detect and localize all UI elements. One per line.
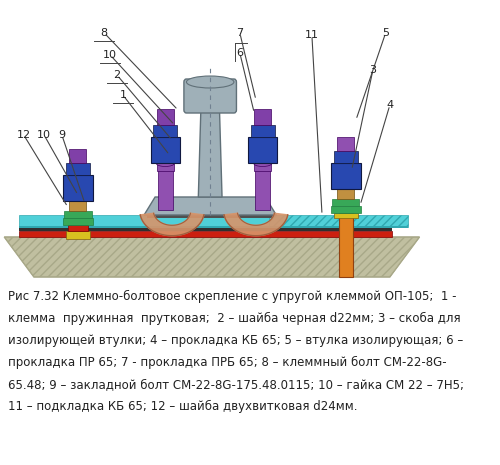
Bar <box>254 163 271 171</box>
Bar <box>268 215 408 227</box>
Polygon shape <box>144 197 276 215</box>
Bar <box>62 175 93 201</box>
Bar <box>255 170 270 210</box>
Bar <box>248 137 277 163</box>
Bar <box>0 0 424 237</box>
Text: 1: 1 <box>120 90 126 100</box>
Ellipse shape <box>156 159 174 166</box>
Text: 4: 4 <box>386 100 394 110</box>
Polygon shape <box>224 213 288 236</box>
Text: 7: 7 <box>236 28 244 38</box>
Text: 3: 3 <box>370 65 376 75</box>
Bar <box>151 137 180 163</box>
Text: 10: 10 <box>103 50 117 60</box>
FancyBboxPatch shape <box>184 79 236 113</box>
Bar <box>64 211 92 218</box>
Bar <box>66 163 90 175</box>
Text: 6: 6 <box>236 48 244 58</box>
Bar <box>18 215 268 227</box>
Bar <box>66 231 90 239</box>
Bar <box>68 225 88 231</box>
Bar <box>158 170 173 210</box>
Polygon shape <box>140 213 204 236</box>
Bar <box>157 163 174 171</box>
Bar <box>338 189 354 199</box>
Bar <box>339 213 352 277</box>
Polygon shape <box>198 110 222 197</box>
Text: 5: 5 <box>382 28 389 38</box>
Text: клемма  пружинная  прутковая;  2 – шайба черная d22мм; 3 – скоба для: клемма пружинная прутковая; 2 – шайба че… <box>8 312 461 325</box>
Bar <box>62 218 93 225</box>
Bar <box>154 125 177 137</box>
Bar <box>330 206 361 213</box>
Text: 11 – подкладка КБ 65; 12 – шайба двухвитковая d24мм.: 11 – подкладка КБ 65; 12 – шайба двухвит… <box>8 400 358 413</box>
Bar <box>18 228 392 231</box>
Bar <box>18 231 392 237</box>
Bar <box>146 214 274 218</box>
Text: 10: 10 <box>37 130 51 140</box>
Bar <box>334 151 357 163</box>
Bar <box>334 213 357 218</box>
Text: изолирующей втулки; 4 – прокладка КБ 65; 5 – втулка изолирующая; 6 –: изолирующей втулки; 4 – прокладка КБ 65;… <box>8 334 464 347</box>
Bar <box>254 109 271 125</box>
Bar <box>332 199 359 206</box>
Text: прокладка ПР 65; 7 - прокладка ПРБ 65; 8 – клеммный болт СМ-22-8G-: прокладка ПР 65; 7 - прокладка ПРБ 65; 8… <box>8 356 447 369</box>
Bar <box>251 125 274 137</box>
Text: 11: 11 <box>305 30 319 40</box>
Ellipse shape <box>254 159 272 166</box>
Text: 2: 2 <box>114 70 120 80</box>
Bar <box>70 149 86 163</box>
Bar <box>18 226 408 228</box>
Ellipse shape <box>186 76 234 88</box>
Text: 65.48; 9 – закладной болт СМ-22-8G-175.48.0115; 10 – гайка СМ 22 – 7Н5;: 65.48; 9 – закладной болт СМ-22-8G-175.4… <box>8 378 464 391</box>
Bar <box>157 109 174 125</box>
Text: 9: 9 <box>58 130 66 140</box>
Text: 12: 12 <box>16 130 31 140</box>
Polygon shape <box>4 237 420 277</box>
Bar <box>70 201 86 211</box>
Text: Рис 7.32 Клеммно-болтовое скрепление с упругой клеммой ОП-105;  1 -: Рис 7.32 Клеммно-болтовое скрепление с у… <box>8 290 457 303</box>
Bar <box>338 137 354 151</box>
Bar <box>330 163 361 189</box>
Text: 8: 8 <box>100 28 108 38</box>
